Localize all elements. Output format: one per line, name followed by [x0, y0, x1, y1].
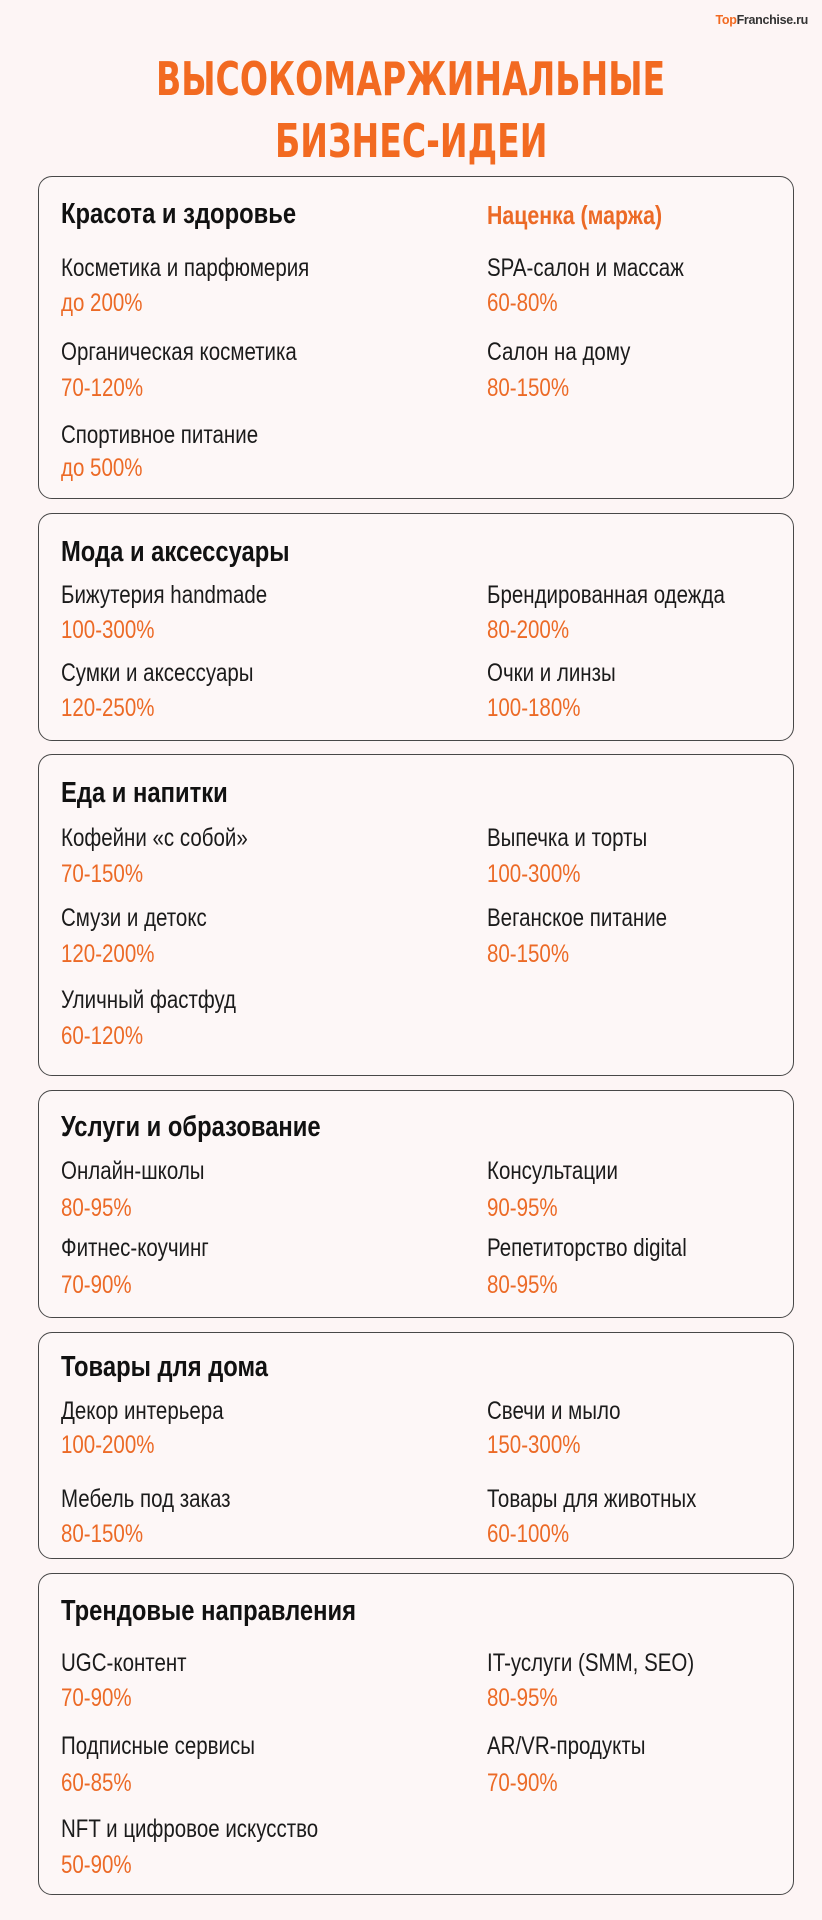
- item-name: Косметика и парфюмерия: [61, 254, 310, 282]
- item-value: 80-150%: [487, 374, 570, 402]
- item-name: AR/VR-продукты: [487, 1732, 646, 1760]
- item-name: Брендированная одежда: [487, 581, 725, 609]
- item-value: 150-300%: [487, 1431, 581, 1459]
- item-value: 50-90%: [61, 1851, 132, 1879]
- item-name: Сумки и аксессуары: [61, 659, 254, 687]
- item-value: 80-200%: [487, 616, 570, 644]
- category-card-home: Товары для дома Декор интерьера 100-200%…: [38, 1332, 794, 1559]
- page-title-line2: БИЗНЕС-ИДЕИ: [274, 114, 548, 168]
- item-value: 70-150%: [61, 860, 144, 888]
- item-value: 120-200%: [61, 940, 155, 968]
- item-name: Подписные сервисы: [61, 1732, 255, 1760]
- item-name: Бижутерия handmade: [61, 581, 268, 609]
- item-name: SPA-салон и массаж: [487, 254, 684, 282]
- item-name: UGC-контент: [61, 1649, 187, 1677]
- item-value: до 500%: [61, 454, 143, 482]
- markup-column-header: Наценка (маржа): [487, 200, 663, 230]
- item-name: Онлайн-школы: [61, 1157, 205, 1185]
- item-value: 70-90%: [61, 1684, 132, 1712]
- item-value: 120-250%: [61, 694, 155, 722]
- item-name: Мебель под заказ: [61, 1485, 231, 1513]
- item-name: Товары для животных: [487, 1485, 697, 1513]
- item-name: Репетиторство digital: [487, 1234, 687, 1262]
- item-name: Органическая косметика: [61, 338, 297, 366]
- item-value: до 200%: [61, 289, 143, 317]
- item-name: NFT и цифровое искусство: [61, 1815, 319, 1843]
- item-name: IT-услуги (SMM, SEO): [487, 1649, 695, 1677]
- item-value: 80-95%: [487, 1271, 558, 1299]
- category-card-trends: Трендовые направления UGC-контент 70-90%…: [38, 1573, 794, 1895]
- category-heading: Еда и напитки: [61, 777, 228, 809]
- item-value: 80-150%: [61, 1520, 144, 1548]
- category-heading: Красота и здоровье: [61, 198, 297, 230]
- item-value: 60-120%: [61, 1022, 144, 1050]
- category-card-services: Услуги и образование Онлайн-школы 80-95%…: [38, 1090, 794, 1318]
- item-name: Салон на дому: [487, 338, 631, 366]
- item-name: Декор интерьера: [61, 1397, 224, 1425]
- item-value: 100-300%: [487, 860, 581, 888]
- item-name: Смузи и детокс: [61, 904, 207, 932]
- item-name: Кофейни «с собой»: [61, 824, 248, 852]
- item-value: 60-100%: [487, 1520, 570, 1548]
- category-heading: Трендовые направления: [61, 1595, 357, 1627]
- brand-logo: TopFranchise.ru: [715, 13, 808, 27]
- item-value: 80-95%: [487, 1684, 558, 1712]
- item-value: 90-95%: [487, 1194, 558, 1222]
- item-value: 70-90%: [487, 1769, 558, 1797]
- item-value: 80-150%: [487, 940, 570, 968]
- item-value: 70-120%: [61, 374, 144, 402]
- item-name: Очки и линзы: [487, 659, 616, 687]
- logo-top: Top: [715, 13, 737, 27]
- category-card-beauty: Красота и здоровье Наценка (маржа) Косме…: [38, 176, 794, 499]
- item-value: 80-95%: [61, 1194, 132, 1222]
- page-title-line1: ВЫСОКОМАРЖИНАЛЬНЫЕ: [156, 52, 666, 106]
- item-name: Веганское питание: [487, 904, 668, 932]
- logo-franchise: Franchise.ru: [736, 13, 809, 27]
- item-name: Уличный фастфуд: [61, 986, 237, 1014]
- item-name: Свечи и мыло: [487, 1397, 621, 1425]
- item-name: Спортивное питание: [61, 421, 259, 449]
- category-card-food: Еда и напитки Кофейни «с собой» 70-150% …: [38, 754, 794, 1076]
- item-value: 70-90%: [61, 1271, 132, 1299]
- item-value: 60-85%: [61, 1769, 132, 1797]
- item-value: 60-80%: [487, 289, 558, 317]
- category-heading: Мода и аксессуары: [61, 536, 290, 568]
- category-heading: Услуги и образование: [61, 1111, 321, 1143]
- item-value: 100-180%: [487, 694, 581, 722]
- item-name: Выпечка и торты: [487, 824, 648, 852]
- item-name: Фитнес-коучинг: [61, 1234, 209, 1262]
- item-name: Консультации: [487, 1157, 618, 1185]
- item-value: 100-300%: [61, 616, 155, 644]
- category-heading: Товары для дома: [61, 1351, 269, 1383]
- category-card-fashion: Мода и аксессуары Бижутерия handmade 100…: [38, 513, 794, 741]
- item-value: 100-200%: [61, 1431, 155, 1459]
